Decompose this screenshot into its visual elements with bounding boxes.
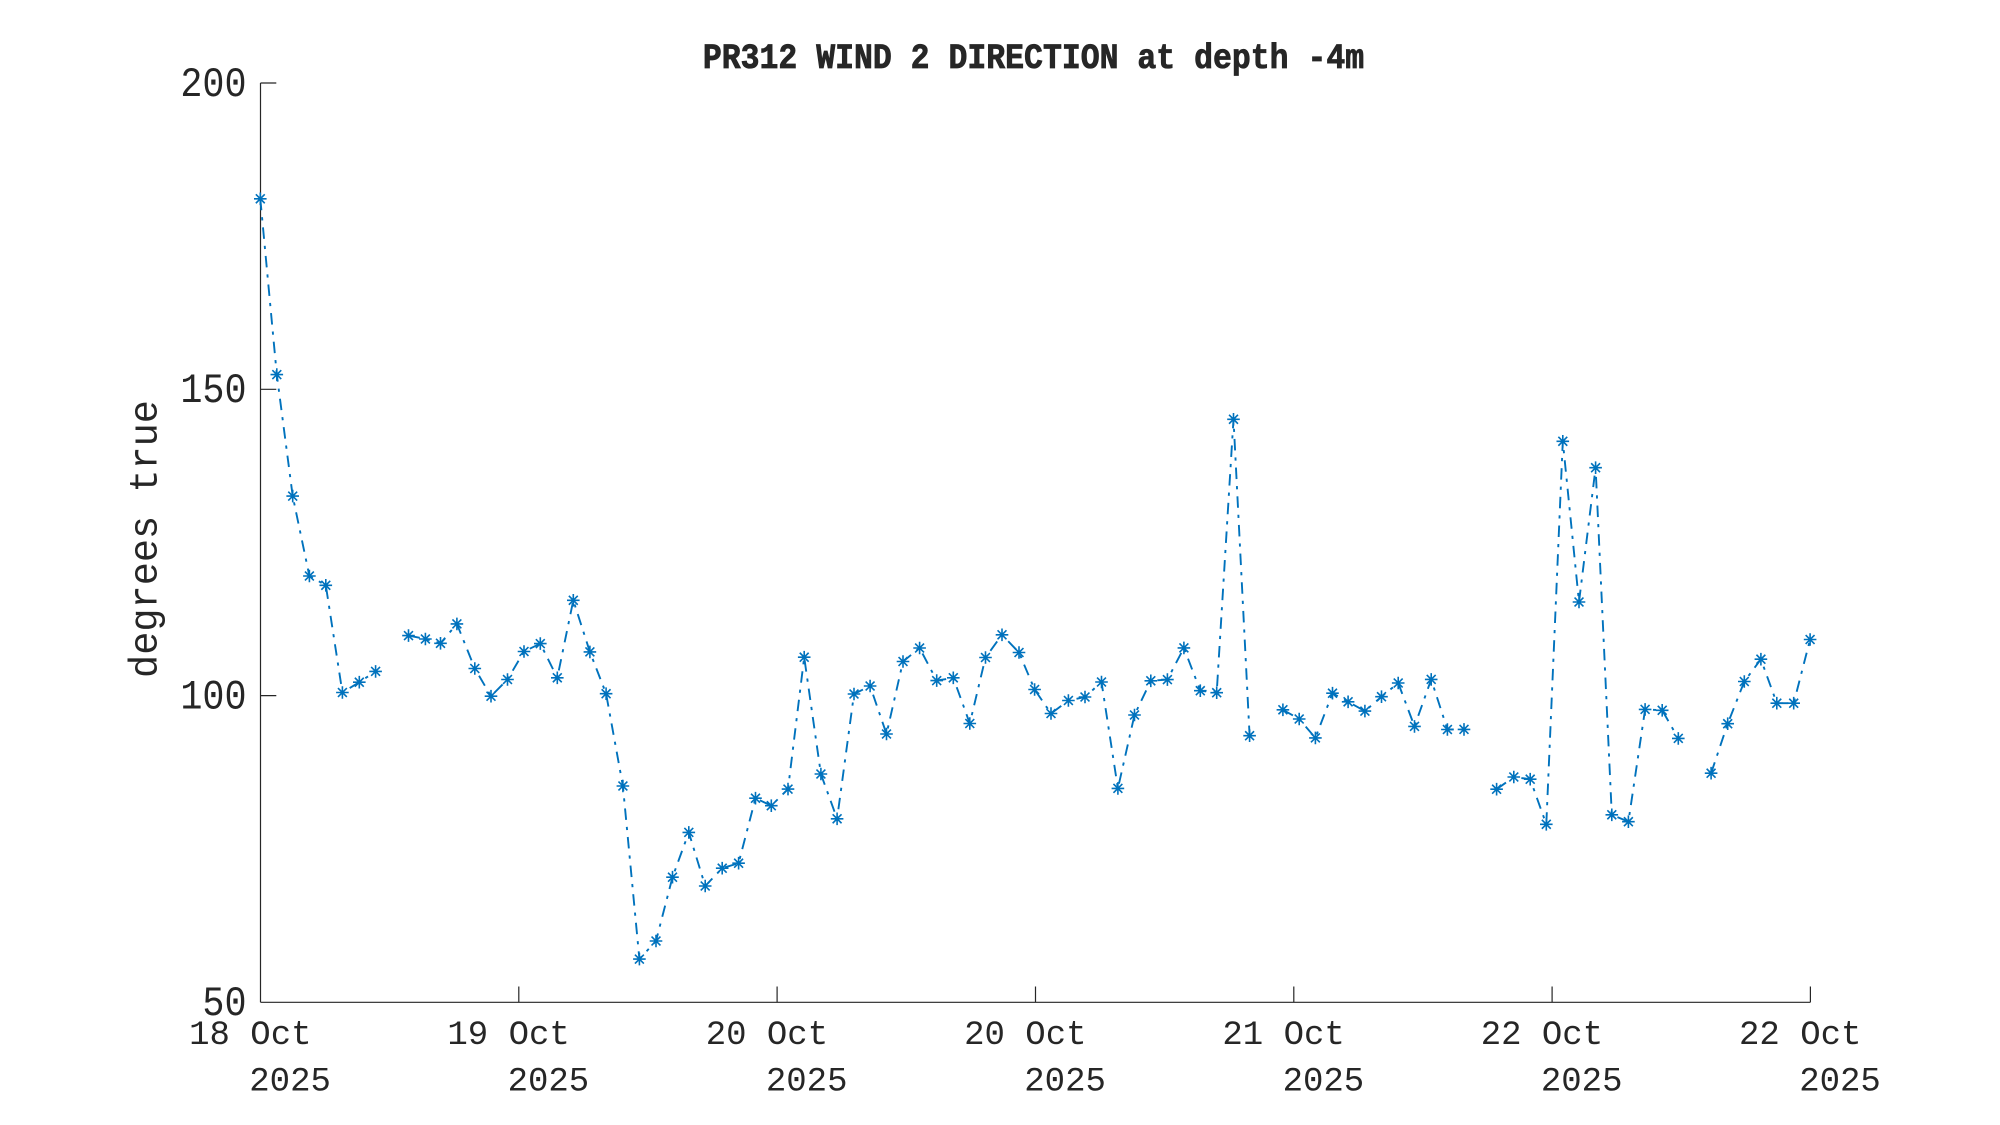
svg-text:2025: 2025 <box>1024 1064 1106 1102</box>
svg-text:200: 200 <box>180 61 246 109</box>
svg-text:18 Oct: 18 Oct <box>189 1017 311 1055</box>
svg-text:22 Oct: 22 Oct <box>1739 1017 1861 1055</box>
svg-text:150: 150 <box>180 367 246 415</box>
svg-text:2025: 2025 <box>766 1064 848 1102</box>
svg-text:2025: 2025 <box>1799 1064 1881 1102</box>
svg-text:degrees true: degrees true <box>123 400 169 678</box>
svg-text:2025: 2025 <box>508 1064 590 1102</box>
svg-text:2025: 2025 <box>1283 1064 1365 1102</box>
svg-text:20 Oct: 20 Oct <box>706 1017 828 1055</box>
svg-text:22 Oct: 22 Oct <box>1481 1017 1603 1055</box>
svg-text:2025: 2025 <box>1541 1064 1623 1102</box>
svg-text:2025: 2025 <box>249 1064 331 1102</box>
svg-text:20 Oct: 20 Oct <box>964 1017 1086 1055</box>
svg-text:50: 50 <box>202 980 246 1028</box>
svg-text:19 Oct: 19 Oct <box>447 1017 569 1055</box>
svg-text:100: 100 <box>180 673 246 721</box>
svg-text:PR312 WIND 2 DIRECTION at dept: PR312 WIND 2 DIRECTION at depth -4m <box>703 38 1364 78</box>
svg-text:21 Oct: 21 Oct <box>1222 1017 1344 1055</box>
